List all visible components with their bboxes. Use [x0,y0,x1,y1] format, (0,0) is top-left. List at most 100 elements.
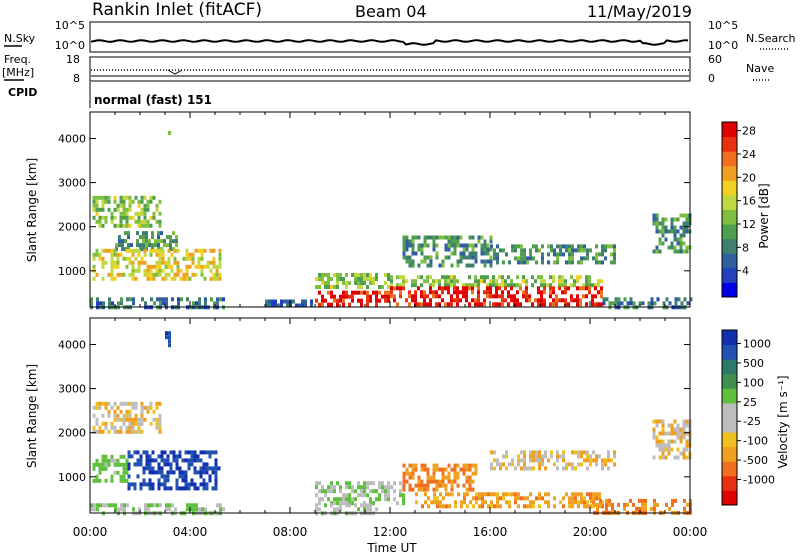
heatmap-cell [339,273,342,277]
heatmap-cell [152,409,156,414]
heatmap-cell [125,425,129,430]
heatmap-cell [198,507,201,512]
heatmap-cell [423,290,426,295]
heatmap-cell [655,217,659,222]
heatmap-cell [525,298,528,303]
heatmap-cell [101,203,105,208]
heatmap-cell [92,413,96,418]
heatmap-cell [508,504,511,509]
heatmap-cell [321,485,324,490]
heatmap-cell [429,475,433,480]
heatmap-cell [113,264,117,269]
heatmap-cell [568,252,571,257]
heatmap-cell [613,252,616,257]
heatmap-cell [330,277,333,281]
heatmap-cell [345,273,348,277]
heatmap-cell [107,272,111,277]
nsearch-tick-top: 10^5 [708,19,738,32]
heatmap-cell [119,252,123,257]
heatmap-cell [110,454,114,459]
heatmap-cell [372,290,375,295]
heatmap-cell [552,286,555,291]
heatmap-cell [131,264,135,269]
heatmap-cell [450,298,453,303]
heatmap-cell [683,498,686,503]
heatmap-cell [480,235,484,240]
heatmap-cell [586,256,589,261]
heatmap-cell [160,458,164,463]
heatmap-cell [157,462,161,467]
heatmap-cell [158,264,162,269]
heatmap-cell [167,272,171,277]
heatmap-cell [163,462,167,467]
heatmap-cell [333,501,336,506]
heatmap-cell [127,450,131,455]
heatmap-cell [453,239,457,244]
heatmap-cell [474,251,478,256]
heatmap-cell [453,298,456,303]
heatmap-cell [586,500,589,505]
heatmap-cell [280,299,283,304]
heatmap-cell [420,243,424,248]
heatmap-cell [520,244,523,249]
heatmap-cell [342,294,345,299]
heatmap-cell [559,500,562,505]
heatmap-cell [169,462,173,467]
heatmap-cell [583,244,586,249]
heatmap-cell [523,458,526,463]
heatmap-cell [95,203,99,208]
heatmap-cell [586,458,589,463]
heatmap-cell [195,507,198,512]
heatmap-cell [166,235,169,240]
heatmap-cell [579,275,582,280]
heatmap-cell [354,489,357,494]
heatmap-cell [327,497,330,502]
heatmap-cell [399,489,402,494]
heatmap-cell [453,290,456,295]
heatmap-cell [462,283,465,288]
heatmap-cell [125,219,129,224]
heatmap-cell [490,462,493,467]
heatmap-cell [131,260,135,265]
heatmap-cell [408,290,411,295]
heatmap-cell [190,462,194,467]
heatmap-cell [577,248,580,253]
heatmap-cell [670,439,674,444]
heatmap-cell [670,245,674,250]
heatmap-cell [442,504,445,509]
heatmap-cell [128,260,132,265]
heatmap-cell [490,466,493,471]
heatmap-cell [571,450,574,455]
heatmap-cell [369,273,372,277]
heatmap-cell [128,248,132,253]
heatmap-cell [499,466,502,471]
heatmap-cell [580,454,583,459]
heatmap-cell [215,276,219,281]
heatmap-cell [652,455,656,460]
heatmap-cell [304,303,307,308]
heatmap-cell [585,294,588,299]
heatmap-cell [444,255,448,260]
heatmap-cell [152,248,156,253]
heatmap-cell [321,277,324,281]
heatmap-cell [523,466,526,471]
heatmap-cell [453,275,456,280]
heatmap-cell [143,268,147,273]
heatmap-cell [604,256,607,261]
heatmap-cell [363,485,366,490]
heatmap-cell [574,496,577,501]
heatmap-cell [131,417,135,422]
heatmap-cell [576,294,579,299]
heatmap-cell [390,485,393,490]
heatmap-cell [682,225,686,230]
heatmap-cell [405,479,409,484]
heatmap-cell [444,483,448,488]
heatmap-cell [122,478,126,483]
heatmap-cell [474,467,478,472]
heatmap-cell [163,239,166,244]
heatmap-cell [420,290,423,295]
heatmap-cell [676,423,680,428]
heatmap-cell [626,301,630,306]
heatmap-cell [580,248,583,253]
y-tick-label: 4000 [58,132,86,145]
